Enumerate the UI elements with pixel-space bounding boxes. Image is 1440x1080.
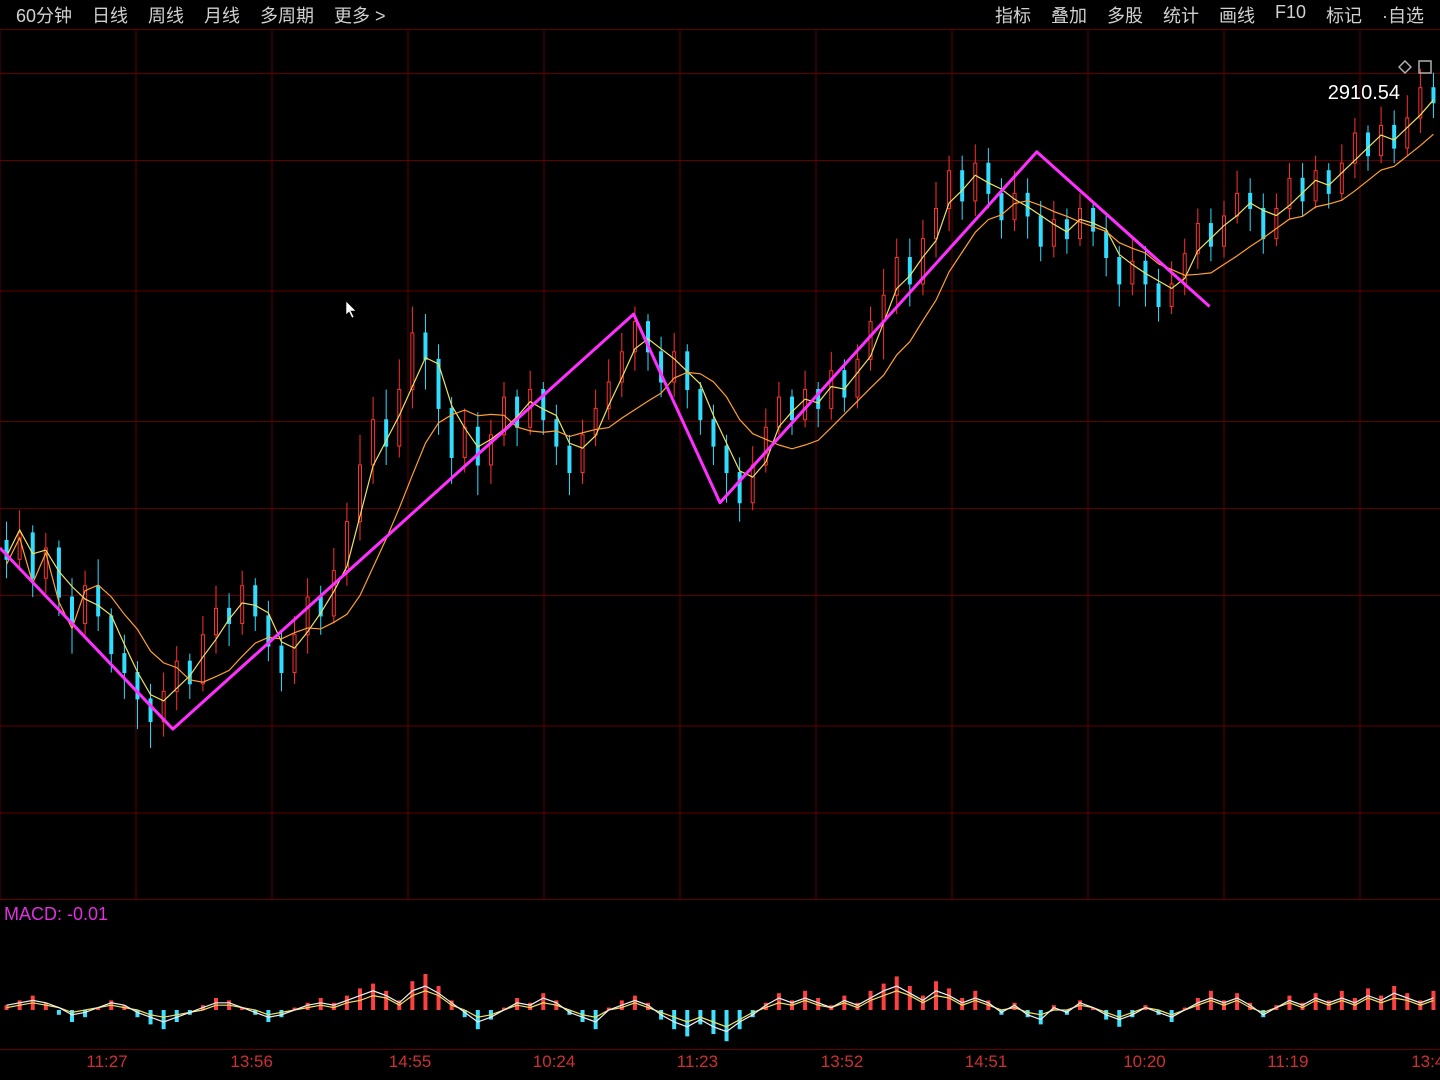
top-toolbar: 60分钟 日线 周线 月线 多周期 更多 > 指标 叠加 多股 统计 画线 F1… — [0, 0, 1440, 30]
btn-mark[interactable]: 标记 — [1316, 0, 1372, 30]
btn-watchlist[interactable]: ·自选 — [1372, 0, 1434, 30]
tf-multi[interactable]: 多周期 — [250, 0, 324, 30]
price-label: 2910.54 — [1328, 82, 1400, 105]
tf-daily[interactable]: 日线 — [82, 0, 138, 30]
time-label: 11:27 — [86, 1052, 127, 1072]
time-label: 13:48 — [1411, 1052, 1440, 1072]
time-label: 13:52 — [821, 1052, 864, 1072]
btn-stats[interactable]: 统计 — [1153, 0, 1209, 30]
btn-overlay[interactable]: 叠加 — [1041, 0, 1097, 30]
time-label: 11:19 — [1267, 1052, 1308, 1072]
macd-panel[interactable]: MACD: -0.01 — [0, 900, 1440, 1050]
btn-indicator[interactable]: 指标 — [985, 0, 1041, 30]
tf-weekly[interactable]: 周线 — [138, 0, 194, 30]
time-axis: 11:27 13:56 14:55 10:24 11:23 13:52 14:51 10:20… — [0, 1050, 1440, 1080]
toolbar-left: 60分钟 日线 周线 月线 多周期 更多 > — [6, 0, 396, 30]
price-chart-svg — [0, 30, 1440, 900]
macd-svg — [0, 900, 1440, 1050]
toolbar-right: 指标 叠加 多股 统计 画线 F10 标记 ·自选 — [985, 0, 1434, 30]
tf-60min[interactable]: 60分钟 — [6, 0, 82, 30]
btn-multi-stock[interactable]: 多股 — [1097, 0, 1153, 30]
time-label: 10:20 — [1123, 1052, 1166, 1072]
cursor-icon — [345, 300, 359, 320]
time-label: 10:24 — [533, 1052, 576, 1072]
btn-drawline[interactable]: 画线 — [1209, 0, 1265, 30]
diamond-icon[interactable] — [1398, 60, 1412, 74]
square-icon[interactable] — [1418, 60, 1432, 74]
time-label: 14:51 — [965, 1052, 1008, 1072]
macd-label: MACD: -0.01 — [4, 904, 108, 925]
chart-icon-bar — [1398, 60, 1432, 74]
main-chart[interactable]: 2910.54 — [0, 30, 1440, 900]
tf-more[interactable]: 更多 > — [324, 0, 396, 30]
btn-f10[interactable]: F10 — [1265, 0, 1316, 30]
time-label: 14:55 — [389, 1052, 432, 1072]
time-label: 13:56 — [230, 1052, 273, 1072]
tf-monthly[interactable]: 月线 — [194, 0, 250, 30]
time-label: 11:23 — [677, 1052, 718, 1072]
